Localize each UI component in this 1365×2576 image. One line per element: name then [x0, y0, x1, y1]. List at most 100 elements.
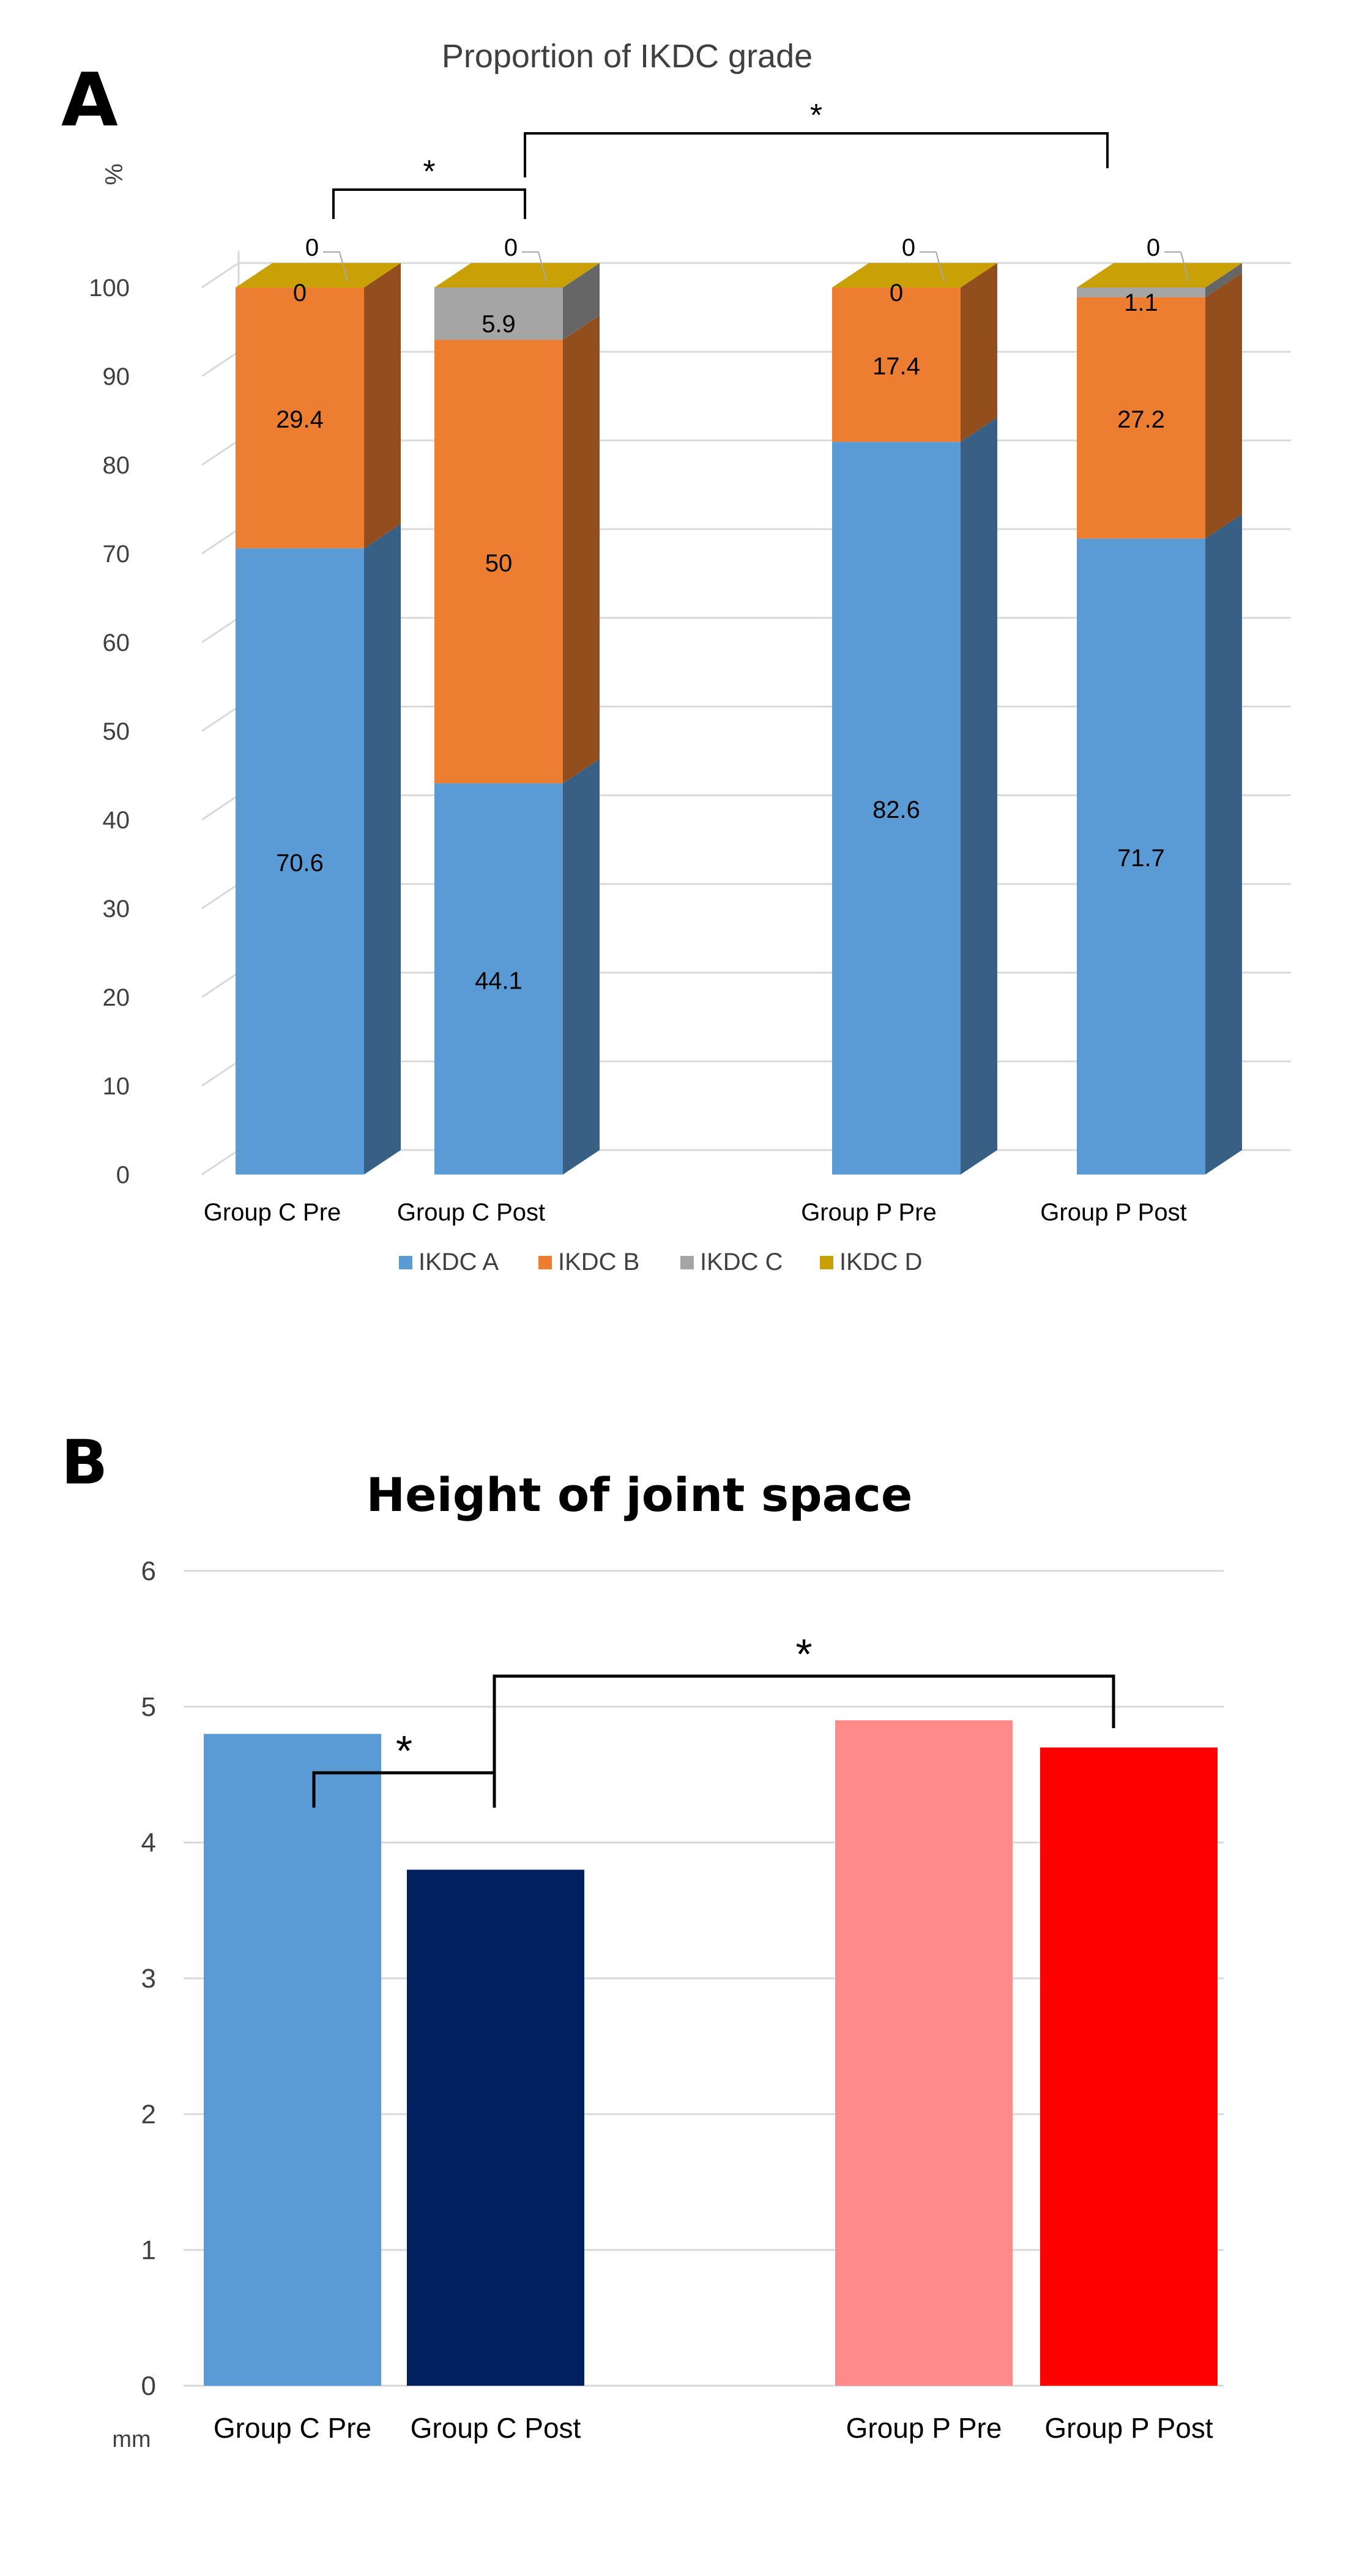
chart-a-legend: IKDC A IKDC B IKDC C IKDC D — [399, 1249, 923, 1275]
bar-group-c-pre-top-face — [236, 263, 401, 288]
y-tick-label-5: 5 — [141, 1692, 156, 1722]
bar-group-c-post-top-face — [434, 263, 600, 288]
data-label-group-c-pre-ikdc-a: 70.6 — [276, 850, 324, 877]
bar-group-p-pre-top-face — [832, 263, 997, 288]
leader-line-group-p-post-ikdc-d — [1164, 251, 1189, 282]
y-tick-label-6: 6 — [141, 1556, 156, 1586]
x-tick-label-group-p-pre: Group P Pre — [801, 1199, 937, 1226]
x-tick-label-group-c-post: Group C Post — [411, 2412, 581, 2444]
x-tick-label-group-p-post: Group P Post — [1044, 2412, 1213, 2444]
gridline-diagonal-30 — [201, 883, 239, 910]
bar-group-p-post-ikdc-c-side — [1205, 263, 1242, 297]
bar-group-c-post-ikdc-b-side — [563, 315, 600, 784]
data-label-group-c-post-ikdc-c: 5.9 — [482, 311, 516, 338]
gridline-diagonal-20 — [201, 971, 239, 998]
significance-a-1-asterisk: * — [423, 154, 435, 190]
y-tick-label-2: 2 — [141, 2099, 156, 2129]
y-tick-label-4: 4 — [141, 1828, 156, 1858]
legend-swatch-ikdc-c — [680, 1256, 694, 1269]
y-tick-label-90: 90 — [103, 363, 130, 390]
data-label-group-p-pre-ikdc-d: 0 — [902, 234, 915, 261]
y-tick-label-40: 40 — [103, 807, 130, 834]
bar-group-p-pre-ikdc-b-side — [961, 263, 997, 442]
chart-b-significance: ** — [312, 1630, 1115, 1808]
gridline-diagonal-60 — [201, 617, 239, 644]
y-tick-label-80: 80 — [103, 452, 130, 479]
legend-label-ikdc-d: IKDC D — [839, 1249, 923, 1275]
legend-label-ikdc-c: IKDC C — [700, 1249, 783, 1275]
y-tick-label-0: 0 — [116, 1162, 130, 1189]
legend-swatch-ikdc-a — [399, 1256, 412, 1269]
gridline-diagonal-10 — [201, 1060, 239, 1087]
leader-line-group-p-pre-ikdc-d — [920, 251, 945, 282]
y-tick-label-20: 20 — [103, 984, 130, 1011]
significance-a-2-bracket — [524, 132, 1109, 177]
y-tick-label-30: 30 — [103, 896, 130, 922]
x-tick-label-group-p-post: Group P Post — [1040, 1199, 1186, 1226]
legend-label-ikdc-a: IKDC A — [418, 1249, 499, 1275]
x-tick-label-group-c-post: Group C Post — [397, 1199, 545, 1226]
leader-line-group-c-post-ikdc-d — [522, 251, 547, 282]
legend-label-ikdc-b: IKDC B — [558, 1249, 639, 1275]
data-label-group-p-pre-ikdc-b: 17.4 — [872, 353, 920, 380]
bar-group-p-pre — [835, 1720, 1013, 2386]
gridline-diagonal-100 — [201, 262, 239, 289]
bar-group-p-post-ikdc-b-front — [1077, 297, 1205, 539]
data-label-group-c-pre-ikdc-c: 0 — [293, 280, 307, 306]
chart-a-title: Proportion of IKDC grade — [442, 38, 813, 75]
chart-b-y-axis-unit: mm — [112, 2427, 151, 2452]
data-label-group-p-pre-ikdc-c: 0 — [890, 280, 903, 306]
significance-b-2-bracket — [493, 1674, 1115, 1773]
gridline-diagonal-90 — [201, 351, 239, 377]
bar-group-c-pre-ikdc-a-front — [236, 548, 364, 1175]
y-tick-label-3: 3 — [141, 1964, 156, 1994]
bar-group-c-pre — [204, 1734, 381, 2386]
chart-b-title: Height of joint space — [366, 1468, 913, 1522]
data-label-group-c-pre-ikdc-b: 29.4 — [276, 406, 324, 433]
x-tick-label-group-c-pre: Group C Pre — [204, 1199, 341, 1226]
bar-group-c-pre-ikdc-a-side — [364, 524, 401, 1175]
data-label-group-c-pre-ikdc-d: 0 — [305, 234, 319, 261]
bar-group-c-pre-ikdc-b-side — [364, 263, 401, 549]
data-label-group-p-post-ikdc-a: 71.7 — [1117, 845, 1165, 872]
chart-a-y-axis-label: % — [101, 163, 128, 185]
panel-a: A Proportion of IKDC grade % 0 10 20 30 40 50… — [24, 12, 1346, 1309]
y-tick-label-70: 70 — [103, 541, 130, 568]
x-tick-label-group-c-pre: Group C Pre — [214, 2412, 371, 2444]
y-tick-label-50: 50 — [103, 718, 130, 745]
gridline-diagonal-70 — [201, 528, 239, 555]
y-tick-label-10: 10 — [103, 1073, 130, 1100]
gridline-diagonal-40 — [201, 794, 239, 821]
bar-group-p-post-ikdc-a-front — [1077, 538, 1205, 1175]
gridline-diagonal-0 — [201, 1149, 239, 1176]
chart-b-x-axis: Group C Pre Group C Post Group P Pre Group … — [214, 2412, 1213, 2444]
bar-group-p-post — [1040, 1747, 1218, 2386]
data-label-group-c-post-ikdc-b: 50 — [485, 550, 513, 577]
y-tick-label-100: 100 — [89, 275, 130, 302]
bar-group-c-post-ikdc-b-front — [434, 340, 563, 784]
chart-a-significance: ** — [332, 98, 1109, 219]
bar-group-c-pre-ikdc-b-front — [236, 288, 364, 549]
chart-b-y-axis: 0 1 2 3 4 5 6 — [141, 1556, 156, 2401]
legend-swatch-ikdc-b — [538, 1256, 552, 1269]
bar-group-p-post-ikdc-c-front — [1077, 288, 1205, 297]
gridline-diagonal-50 — [201, 705, 239, 732]
bar-group-p-post-top-face — [1077, 263, 1242, 288]
gridline-diagonal-80 — [201, 439, 239, 466]
bar-group-p-pre-ikdc-b-front — [832, 288, 961, 442]
data-label-group-c-post-ikdc-d: 0 — [504, 234, 518, 261]
significance-b-1-asterisk: * — [396, 1727, 412, 1775]
chart-b-bars — [204, 1720, 1218, 2386]
significance-a-2-asterisk: * — [810, 98, 822, 133]
leader-line-group-c-pre-ikdc-d — [323, 251, 348, 282]
bar-group-c-post-ikdc-c-side — [563, 263, 600, 340]
bar-group-p-pre-ikdc-a-front — [832, 442, 961, 1175]
y-tick-label-0: 0 — [141, 2371, 156, 2401]
significance-b-1-bracket — [312, 1771, 496, 1808]
panel-a-letter: A — [61, 58, 118, 143]
legend-swatch-ikdc-d — [820, 1256, 833, 1269]
chart-a-bars — [236, 263, 1242, 1175]
